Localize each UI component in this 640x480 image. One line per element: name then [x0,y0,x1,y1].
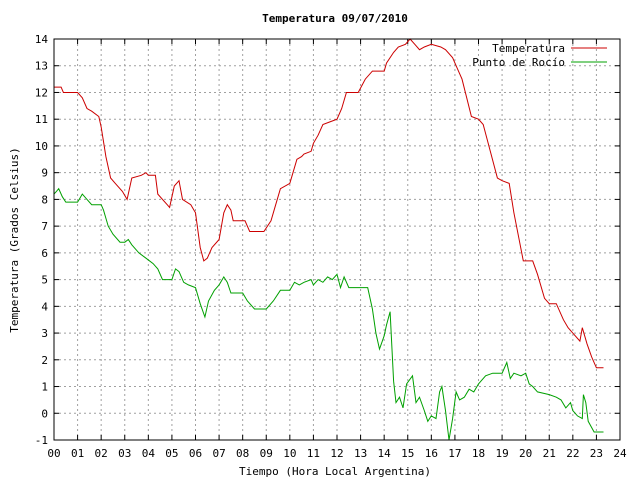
x-tick-label: 04 [142,447,156,460]
temperatura-series-line [54,38,604,369]
y-tick-label: 14 [35,33,49,46]
y-tick-label: -1 [35,434,48,447]
x-tick-label: 05 [165,447,178,460]
x-tick-label: 15 [401,447,414,460]
y-tick-label: 7 [41,220,48,233]
x-tick-label: 18 [472,447,485,460]
x-tick-label: 24 [613,447,627,460]
x-tick-label: 14 [378,447,392,460]
plot-frame [53,38,621,441]
x-tick-label: 02 [95,447,108,460]
x-tick-label: 01 [71,447,84,460]
x-tick-label: 10 [283,447,296,460]
y-tick-label: 3 [41,327,48,340]
x-tick-label: 22 [566,447,579,460]
chart-title: Temperatura 09/07/2010 [262,12,408,25]
x-tick-label: 07 [212,447,225,460]
legend-label: Temperatura [492,42,565,55]
x-tick-label: 11 [307,447,320,460]
y-tick-label: 4 [41,300,48,313]
x-tick-label: 12 [330,447,343,460]
y-tick-label: 12 [35,86,48,99]
y-tick-label: 11 [35,113,48,126]
x-tick-label: 03 [118,447,131,460]
x-tick-label: 20 [519,447,532,460]
grid-layer [54,39,620,440]
punto-de-rocio-series-line [53,187,604,441]
x-tick-label: 23 [590,447,603,460]
x-tick-label: 17 [448,447,461,460]
x-tick-label: 00 [47,447,60,460]
y-tick-label: 8 [41,193,48,206]
y-tick-label: 5 [41,274,48,287]
y-tick-label: 2 [41,354,48,367]
y-tick-label: 6 [41,247,48,260]
x-tick-label: 21 [543,447,556,460]
x-tick-label: 09 [260,447,273,460]
y-axis-label: Temperatura (Grados Celsius) [8,147,21,332]
x-tick-label: 08 [236,447,249,460]
legend-label: Punto de Rocío [472,56,565,69]
y-tick-label: 13 [35,60,48,73]
tick-layer [53,38,621,441]
x-tick-label: 13 [354,447,367,460]
y-tick-label: 10 [35,140,48,153]
x-axis-label: Tiempo (Hora Local Argentina) [239,465,431,478]
x-tick-label: 16 [425,447,438,460]
y-tick-label: 1 [41,381,48,394]
x-tick-label: 06 [189,447,202,460]
y-tick-label: 0 [41,407,48,420]
x-tick-label: 19 [495,447,508,460]
y-tick-label: 9 [41,167,48,180]
series-layer [53,38,604,441]
x-tick-labels: 00 01 02 03 04 05 06 07 08 09 10 11 12 13 14 15 16 17 18 19… [47,447,627,460]
